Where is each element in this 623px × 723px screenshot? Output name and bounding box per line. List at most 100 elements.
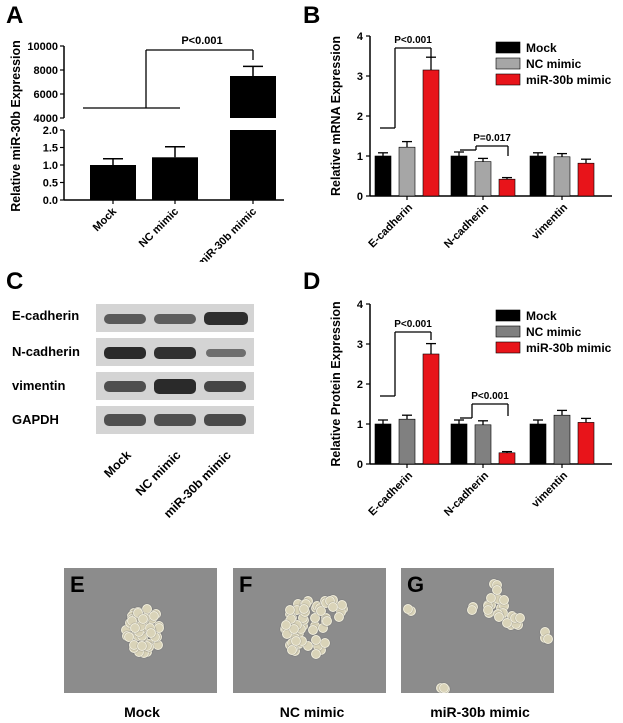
band [204,381,246,392]
band [104,347,146,359]
bar [422,353,440,465]
p-value-label: P<0.001 [394,35,432,46]
cell [498,595,509,606]
cell [316,606,327,617]
bar [398,418,416,465]
legend-label: NC mimic [526,57,582,71]
micro-caption-nc-mimic: NC mimic [279,704,345,720]
y-tick-label: 3 [357,339,363,351]
band [204,312,248,325]
legend-label: NC mimic [526,325,582,339]
cell [336,599,347,610]
cell [132,608,143,619]
cell [289,624,300,635]
y-tick-label: 0.5 [43,178,58,190]
cell [137,640,148,651]
chart-d-protein-expression: 0 1 2 3 4 Relative Protein Expression E-cadher… [329,299,612,519]
x-tick-label: N-cadherin [442,201,491,250]
y-axis-label: Relative mRNA Expression [329,36,343,196]
x-tick-label: vimentin [530,201,571,242]
legend-label: Mock [526,309,557,323]
cell [542,633,553,644]
blot-label-ecadherin: E-cadherin [12,308,80,323]
legend-label: miR-30b mimic [526,73,612,87]
panel-letter-a: A [6,2,24,29]
y-tick-label: 4 [357,299,364,311]
y-axis-label: Relative Protein Expression [329,301,343,466]
cell [311,634,322,645]
x-tick-label: E-cadherin [366,469,415,518]
y-axis-label: Relative miR-30b Expression [9,40,23,212]
blot-strip-ncadherin [96,338,254,366]
cell [467,604,478,615]
legend-swatch [495,325,521,338]
cell [146,628,157,638]
y-tick-label: 4 [357,31,364,43]
bar [398,146,416,197]
p-value-label: P=0.017 [473,133,511,144]
bar [577,162,595,197]
band [154,379,196,394]
y-tick-label: 10000 [27,41,58,53]
blot-strip-ecadherin [96,304,254,332]
cell [482,604,493,615]
panel-letter-d: D [303,268,321,295]
cell [124,632,135,643]
cell [303,640,314,651]
blot-label-gapdh: GAPDH [12,412,59,427]
cell [149,610,160,621]
bar [529,155,547,197]
y-tick-label: 8000 [34,65,58,77]
bar [374,155,392,197]
band [154,314,196,324]
cell [280,619,291,630]
y-tick-label: 0.0 [43,195,58,207]
bar [498,178,516,197]
cell [320,637,331,648]
blot-strip-gapdh [96,406,254,434]
cell [287,644,298,655]
western-blot: E-cadherin N-cadherin vimentin GAPDH Moc… [8,296,258,521]
cell [322,615,333,626]
micro-caption-mir30b-mimic: miR-30b mimic [430,704,530,720]
y-tick-label: 1 [357,419,363,431]
band [154,347,196,359]
cell [298,603,309,614]
legend-swatch [495,57,521,70]
y-tick-label: 4000 [34,113,58,125]
y-tick-label: 1.0 [43,160,58,172]
blot-col-mock: Mock [101,448,134,481]
cell [514,612,525,623]
band [104,414,146,426]
bar [474,161,492,197]
bar [230,130,276,200]
micro-letter-e: E [70,572,85,597]
band [204,414,246,426]
cell [333,611,344,622]
bar [474,424,492,465]
bar [152,157,198,200]
x-tick-label: NC mimic [137,206,181,250]
blot-label-vimentin: vimentin [12,378,66,393]
bar [230,76,276,118]
panel-letter-b: B [303,2,321,29]
legend-swatch [495,73,521,86]
bar [450,423,468,465]
x-tick-label: miR-30b mimic [195,206,259,262]
micrograph-nc-mimic: F [233,568,386,693]
blot-col-nc-mimic: NC mimic [133,448,184,499]
band [206,349,246,357]
cell [308,624,319,635]
micro-letter-f: F [239,572,253,597]
cell [492,584,503,595]
cell [291,635,301,646]
y-tick-label: 1 [357,151,363,163]
x-tick-label: E-cadherin [366,201,415,250]
bar [529,423,547,465]
cell [310,613,321,624]
cell [494,611,505,622]
legend-swatch [495,41,521,54]
cell [502,617,513,628]
y-tick-label: 1.5 [43,143,58,155]
